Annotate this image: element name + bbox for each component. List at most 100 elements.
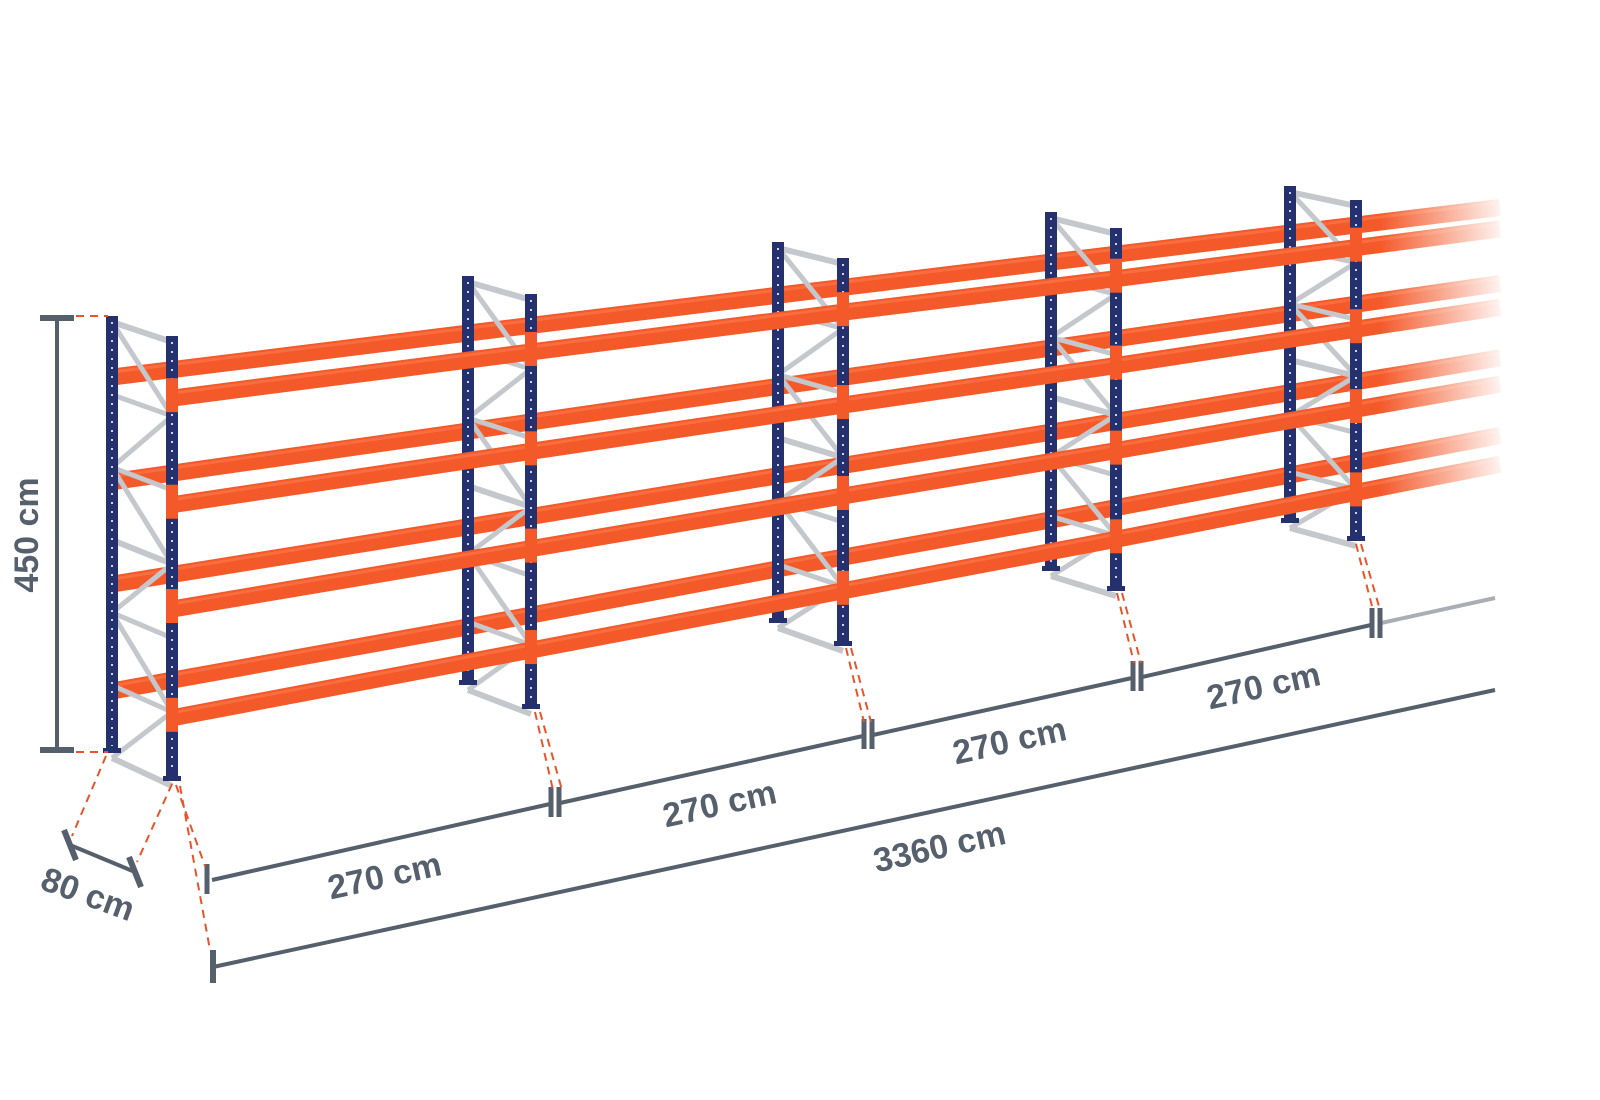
beam-connector: [1110, 258, 1122, 293]
guide-dash-line: [71, 755, 107, 837]
beam-connector: [837, 570, 849, 605]
base-plate: [459, 680, 477, 685]
total-length-label: 3360 cm: [870, 814, 1009, 880]
total-length-dimension-line: [212, 688, 1496, 969]
base-plate: [1042, 566, 1060, 571]
diagonal-brace: [776, 455, 845, 504]
guide-dash-line: [1360, 543, 1381, 611]
bay-dimension-line-3: [872, 676, 1133, 737]
diagonal-brace: [776, 326, 845, 377]
beam-connector: [525, 431, 537, 466]
bracing-bar: [777, 435, 844, 461]
bracing-bar: [110, 537, 174, 567]
beam-connector: [1350, 472, 1362, 507]
bay-dimension-line-4: [1141, 623, 1372, 679]
beam-connector: [837, 292, 849, 327]
bay-dimension-line-2: [559, 734, 864, 805]
beam-connector: [1110, 519, 1122, 554]
guide-dash-line: [136, 783, 173, 863]
bracing-bar: [111, 319, 173, 345]
beam-connector: [166, 484, 178, 519]
bay-label-2: 270 cm: [659, 773, 780, 835]
beam-connector: [1110, 430, 1122, 465]
dimension-annotations: [40, 315, 1496, 983]
bracing-bar: [110, 683, 174, 715]
front-upright: [525, 294, 537, 708]
guide-dash-line: [539, 711, 563, 791]
bracing-bar: [1050, 334, 1117, 358]
beam-connector: [525, 630, 537, 665]
depth-tick: [126, 855, 144, 889]
depth-tick: [61, 828, 79, 862]
beam-connector: [837, 476, 849, 511]
beam-connector: [525, 331, 537, 366]
bay-label-4: 270 cm: [1203, 655, 1324, 717]
back-beam-4: [110, 427, 1502, 700]
bracing-bar: [467, 619, 532, 648]
guide-dash-line: [845, 647, 865, 723]
bay-label-1: 270 cm: [324, 845, 445, 907]
bracing-bar: [777, 245, 844, 267]
frame-4: [1042, 212, 1125, 599]
beam-connector: [837, 385, 849, 420]
bracing-bar: [466, 687, 533, 717]
back-beam-highlight: [111, 277, 1501, 479]
bracing-bar: [467, 483, 532, 510]
bracing-bar: [1289, 525, 1357, 549]
bracing-bar: [1050, 215, 1117, 237]
guide-dash-line: [534, 711, 554, 791]
bracing-bar: [1289, 357, 1357, 379]
base-plate: [103, 748, 121, 753]
beam-connector: [525, 528, 537, 563]
depth-dimension-line: [69, 843, 136, 874]
beam-connector: [1350, 309, 1362, 344]
frame-3: [769, 242, 852, 654]
bracing-bar: [1050, 513, 1117, 539]
bracing-bar: [1289, 301, 1357, 322]
beam-connector: [166, 589, 178, 624]
frame-1: [103, 316, 181, 789]
diagonal-brace: [109, 611, 175, 714]
back-beam-highlight: [111, 200, 1501, 374]
beam-connector: [1350, 389, 1362, 424]
diagonal-brace: [466, 504, 533, 557]
guide-dash-line: [1121, 592, 1142, 664]
bracing-bar: [111, 610, 173, 641]
diagonal-brace: [1288, 260, 1358, 307]
rack-frames: [103, 186, 1365, 789]
diagonal-brace: [109, 320, 175, 418]
diagonal-brace: [466, 367, 533, 420]
back-beam-highlight: [111, 351, 1501, 581]
base-plate: [1281, 518, 1299, 523]
guide-dash-line: [1116, 592, 1135, 664]
diagonal-brace: [1049, 412, 1118, 459]
diagonal-brace: [110, 562, 174, 615]
bracing-bar: [1289, 189, 1357, 209]
diagonal-brace: [1288, 414, 1358, 492]
bay-dimension-line-1: [211, 802, 551, 882]
front-upright: [837, 258, 849, 645]
bracing-bar: [467, 415, 532, 441]
bracing-bar: [111, 392, 173, 419]
base-plate: [1347, 536, 1365, 541]
back-beam-highlight: [111, 429, 1501, 688]
bracing-bar: [776, 625, 845, 654]
diagonal-brace: [110, 414, 174, 470]
base-plate: [769, 618, 787, 623]
guide-dash-line: [1355, 543, 1374, 611]
front-upright: [1110, 228, 1122, 590]
diagonal-brace: [776, 499, 845, 589]
depth-label: 80 cm: [36, 860, 140, 929]
bracing-bar: [111, 464, 173, 493]
diagonal-brace: [1288, 373, 1358, 419]
back-beam-3: [110, 349, 1502, 593]
diagonal-brace: [465, 552, 534, 647]
bracing-bar: [110, 755, 174, 789]
bracing-bar: [1050, 573, 1117, 599]
height-label: 450 cm: [8, 477, 46, 592]
bay-dimension-line-continuation: [1380, 596, 1496, 625]
diagonal-brace: [110, 710, 174, 760]
diagonal-brace: [109, 466, 175, 566]
bracing-bar: [777, 562, 844, 589]
